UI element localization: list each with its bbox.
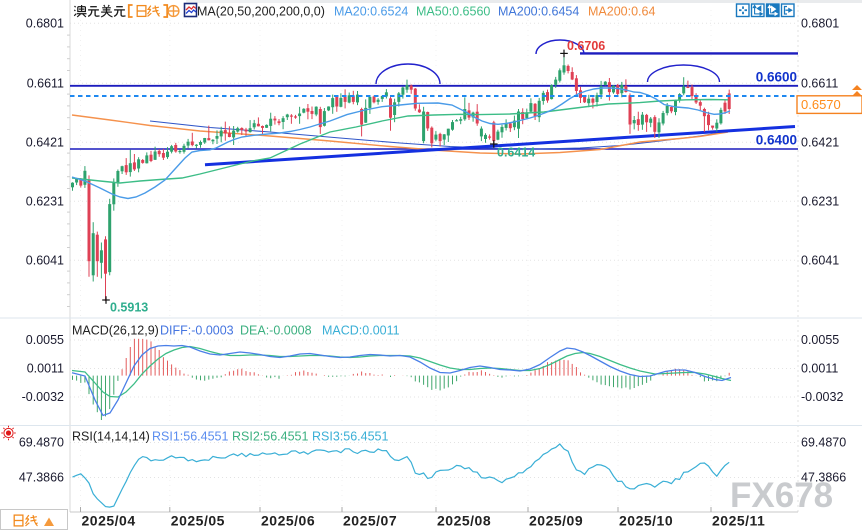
svg-text:0.6801: 0.6801	[26, 17, 64, 31]
svg-text:2025/04: 2025/04	[82, 513, 136, 529]
svg-text:0.6041: 0.6041	[801, 253, 839, 267]
svg-text:0.6421: 0.6421	[26, 135, 64, 149]
svg-text:2025/07: 2025/07	[343, 513, 397, 529]
svg-text:0.6231: 0.6231	[801, 194, 839, 208]
svg-text:MACD(26,12,9): MACD(26,12,9)	[72, 324, 159, 338]
svg-text:MACD:0.0011: MACD:0.0011	[322, 324, 400, 338]
svg-text:2025/11: 2025/11	[712, 513, 765, 529]
svg-text:0.0055: 0.0055	[801, 333, 839, 347]
svg-text:0.0011: 0.0011	[27, 362, 64, 376]
svg-text:RSI1:56.4551: RSI1:56.4551	[152, 430, 228, 444]
svg-text:DEA:-0.0008: DEA:-0.0008	[240, 324, 312, 338]
svg-text:MA200:0.6454: MA200:0.6454	[498, 5, 579, 19]
svg-text:0.6400: 0.6400	[756, 133, 797, 148]
svg-text:0.6600: 0.6600	[756, 70, 797, 85]
svg-text:69.4870: 69.4870	[801, 436, 846, 450]
svg-text:0.6570: 0.6570	[801, 97, 841, 112]
svg-text:0.0055: 0.0055	[26, 333, 64, 347]
svg-text:0.6421: 0.6421	[801, 135, 839, 149]
svg-text:2025/08: 2025/08	[437, 513, 491, 529]
svg-text:0.5913: 0.5913	[110, 301, 148, 315]
svg-text:DIFF:-0.0003: DIFF:-0.0003	[160, 324, 234, 338]
svg-text:69.4870: 69.4870	[19, 436, 64, 450]
svg-text:FX678: FX678	[730, 476, 833, 515]
svg-text:RSI3:56.4551: RSI3:56.4551	[312, 430, 388, 444]
svg-text:2025/05: 2025/05	[171, 513, 225, 529]
svg-text:-0.0032: -0.0032	[801, 390, 843, 404]
svg-text:0.6801: 0.6801	[801, 17, 839, 31]
svg-text:47.3866: 47.3866	[19, 471, 64, 485]
svg-text:2025/09: 2025/09	[529, 513, 583, 529]
svg-text:-0.0032: -0.0032	[22, 390, 64, 404]
svg-text:0.0011: 0.0011	[801, 362, 838, 376]
svg-text:0.6041: 0.6041	[26, 253, 64, 267]
svg-text:47.3866: 47.3866	[801, 471, 846, 485]
svg-text:MA20:0.6524: MA20:0.6524	[334, 5, 408, 19]
svg-text:0.6414: 0.6414	[497, 146, 535, 160]
svg-text:0.6611: 0.6611	[27, 76, 64, 90]
svg-text:0.6231: 0.6231	[26, 194, 64, 208]
svg-text:RSI(14,14,14): RSI(14,14,14)	[72, 430, 150, 444]
svg-text:MA50:0.6560: MA50:0.6560	[416, 5, 490, 19]
svg-text:MA200:0.64: MA200:0.64	[588, 5, 655, 19]
svg-text:2025/10: 2025/10	[619, 513, 673, 529]
svg-text:2025/06: 2025/06	[261, 513, 315, 529]
svg-text:MA(20,50,200,200,0,0): MA(20,50,200,200,0,0)	[197, 5, 325, 19]
svg-text:RSI2:56.4551: RSI2:56.4551	[232, 430, 308, 444]
svg-text:0.6611: 0.6611	[801, 76, 838, 90]
svg-text:0.6706: 0.6706	[567, 39, 605, 53]
